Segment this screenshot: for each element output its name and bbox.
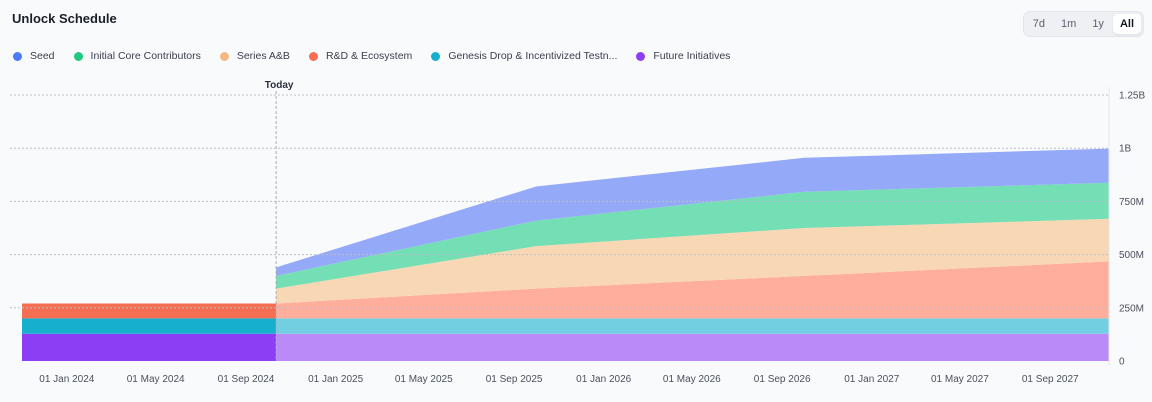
y-tick-label: 750M — [1119, 197, 1144, 208]
range-7d-button[interactable]: 7d — [1032, 18, 1046, 30]
x-tick-label: 01 Sep 2024 — [218, 374, 275, 385]
x-tick-label: 01 May 2026 — [663, 374, 721, 385]
legend-label-initial-core-contributors: Initial Core Contributors — [90, 50, 201, 62]
legend-item-rd-ecosystem[interactable]: R&D & Ecosystem — [308, 50, 413, 62]
area-r-d-ecosystem-past[interactable] — [22, 303, 277, 319]
legend-dot-genesis-drop — [431, 51, 441, 61]
area-future-initiatives-past[interactable] — [22, 333, 277, 361]
x-axis: 01 Jan 2024 01 May 2024 01 Sep 2024 01 Jan … — [39, 374, 1079, 385]
area-series-a-b-future[interactable] — [276, 218, 1110, 304]
area-genesis-drop-incentivized-testn-future[interactable] — [276, 318, 1110, 334]
x-tick-label: 01 Jan 2027 — [844, 374, 899, 385]
area-initial-core-contributors-future[interactable] — [276, 182, 1110, 289]
legend-item-seed[interactable]: Seed — [13, 50, 55, 62]
legend-label-seed: Seed — [30, 50, 55, 62]
y-tick-label: 1B — [1119, 144, 1132, 155]
x-tick-label: 01 Sep 2025 — [486, 374, 543, 385]
legend-item-series-ab[interactable]: Series A&B — [219, 50, 290, 62]
legend-label-genesis-drop: Genesis Drop & Incentivized Testn... — [448, 50, 618, 62]
legend-label-rd-ecosystem: R&D & Ecosystem — [325, 50, 413, 62]
y-tick-label: 0 — [1119, 357, 1125, 368]
today-marker: Today — [265, 80, 294, 361]
legend-item-initial-core-contributors[interactable]: Initial Core Contributors — [73, 50, 201, 62]
time-range-selector: 7d 1m 1y All — [1022, 11, 1144, 37]
range-all-button[interactable]: All — [1112, 14, 1141, 34]
range-1m-button[interactable]: 1m — [1061, 18, 1077, 30]
y-tick-label: 250M — [1119, 303, 1144, 314]
area-genesis-drop-incentivized-testn-past[interactable] — [22, 318, 277, 334]
legend-label-future-initiatives: Future Initiatives — [653, 50, 731, 62]
x-tick-label: 01 Jan 2026 — [576, 374, 631, 385]
y-tick-label: 500M — [1119, 250, 1144, 261]
legend-item-genesis-drop[interactable]: Genesis Drop & Incentivized Testn... — [431, 50, 617, 62]
area-series-group — [22, 148, 1110, 361]
area-future-initiatives-future[interactable] — [276, 333, 1110, 361]
area-r-d-ecosystem-future[interactable] — [276, 261, 1110, 319]
legend-dot-seed — [13, 51, 22, 61]
legend-dot-series-ab — [219, 51, 229, 61]
x-tick-label: 01 May 2025 — [395, 374, 453, 385]
x-tick-label: 01 Sep 2026 — [754, 374, 811, 385]
legend-dot-initial-core-contributors — [73, 51, 83, 61]
x-tick-label: 01 May 2027 — [931, 374, 989, 385]
legend-label-series-ab: Series A&B — [236, 50, 290, 62]
y-axis: 0 250M 500M 750M 1B 1.25B — [1108, 87, 1145, 368]
x-tick-label: 01 May 2024 — [127, 374, 185, 385]
x-tick-label: 01 Sep 2027 — [1022, 374, 1079, 385]
legend-item-future-initiatives[interactable]: Future Initiatives — [636, 50, 730, 62]
x-tick-label: 01 Jan 2024 — [39, 374, 94, 385]
gridlines — [10, 94, 1109, 309]
chart-legend: Seed Initial Core Contributors Series A&… — [13, 50, 749, 62]
legend-dot-future-initiatives — [636, 51, 646, 61]
range-1y-button[interactable]: 1y — [1092, 18, 1104, 30]
legend-dot-rd-ecosystem — [308, 51, 318, 61]
area-seed-future[interactable] — [276, 148, 1110, 276]
chart-title: Unlock Schedule — [12, 11, 117, 26]
x-tick-label: 01 Jan 2025 — [308, 374, 363, 385]
today-label: Today — [265, 80, 294, 91]
y-tick-label: 1.25B — [1119, 91, 1145, 102]
